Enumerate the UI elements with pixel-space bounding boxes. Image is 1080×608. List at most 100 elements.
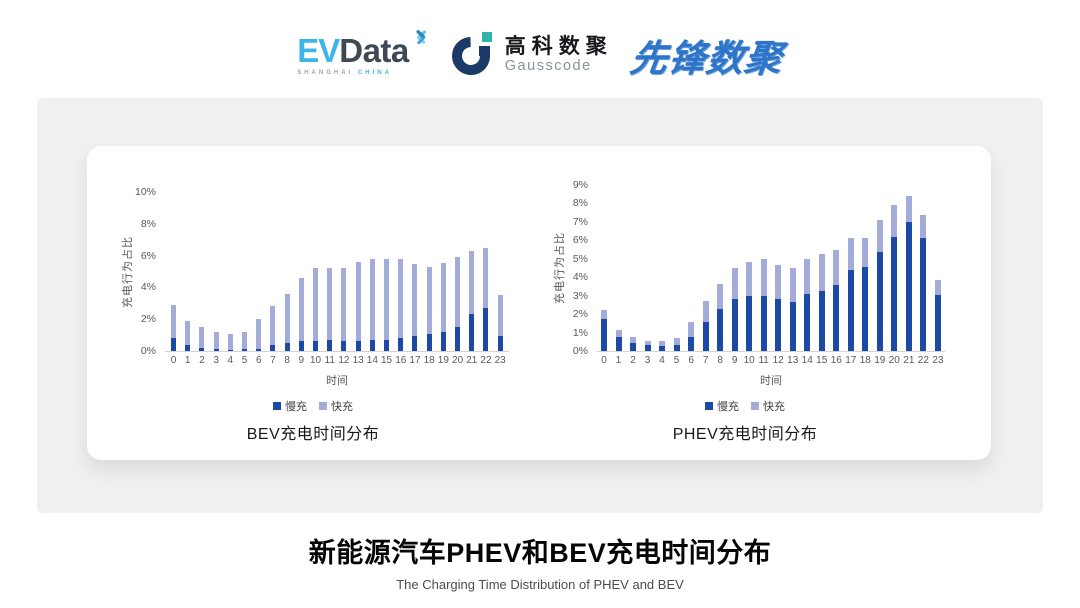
caption: 新能源汽车PHEV和BEV充电时间分布 The Charging Time Di… [0, 531, 1080, 592]
x-tick-label: 11 [758, 355, 769, 366]
bar-segment-慢充 [731, 299, 738, 351]
bar-column [337, 268, 350, 351]
bar-segment-快充 [369, 258, 375, 340]
bar-column [917, 215, 929, 351]
stacked-bar [398, 258, 404, 351]
x-tick-label: 13 [352, 355, 364, 366]
bar-segment-快充 [920, 215, 927, 238]
x-tick-label: 20 [452, 355, 464, 366]
bar-segment-快充 [644, 340, 651, 346]
bar-segment-快充 [876, 220, 883, 253]
stacked-bar [891, 205, 898, 351]
bar-segment-快充 [891, 205, 898, 237]
stacked-bar [341, 268, 347, 351]
plot-area: 充电行为占比 0 1 2 3 4 5 6 7 8 9 10 11 12 13 14 15 16 17 18 19 20 2… [122, 186, 509, 387]
phev-chart: 充电行为占比 0 1 2 3 4 5 6 7 8 9 10 11 12 13 14 15 16 17 18 19 20 2… [539, 146, 991, 460]
stacked-bar [497, 294, 503, 351]
bar-segment-快充 [440, 262, 446, 332]
bar-segment-快充 [847, 237, 854, 270]
x-tick-label: 6 [688, 355, 694, 366]
bar-column [181, 320, 194, 351]
bar-column [903, 196, 915, 351]
bar-segment-慢充 [702, 321, 709, 351]
stacked-bar [746, 262, 753, 351]
x-tick-label: 21 [466, 355, 478, 366]
bar-column [859, 237, 871, 351]
bar-segment-快充 [455, 257, 461, 328]
bar-segment-慢充 [199, 347, 205, 351]
x-tick-label: 6 [255, 355, 262, 366]
bar-segment-慢充 [717, 308, 724, 351]
bar-segment-慢充 [384, 339, 390, 351]
x-axis-title: 时间 [760, 375, 782, 387]
x-tick-label: 8 [717, 355, 723, 366]
legend-item: 快充 [319, 398, 353, 414]
bar-segment-快充 [284, 293, 290, 344]
legend-swatch-icon [751, 402, 759, 410]
chart-title: PHEV充电时间分布 [672, 426, 818, 443]
bar-column [238, 331, 251, 351]
stacked-bar [804, 258, 811, 351]
evdata-data-text: Data [339, 32, 409, 69]
bar-segment-慢充 [483, 308, 489, 351]
y-tick-label: 9% [572, 179, 588, 191]
bar-column [816, 254, 828, 351]
x-tick-label: 22 [917, 355, 929, 366]
bar-segment-快充 [213, 331, 219, 350]
bar-column [714, 283, 726, 351]
bar-segment-快充 [469, 250, 475, 314]
stacked-bar [775, 265, 782, 351]
stacked-bar [284, 293, 290, 351]
stacked-bar [185, 320, 191, 351]
evdata-shanghai-text: SHANGHAI [297, 70, 354, 76]
stacked-bar [298, 277, 304, 351]
bar-segment-慢充 [847, 269, 854, 351]
bar-column [323, 268, 336, 351]
bar-segment-慢充 [760, 295, 767, 351]
bar-segment-慢充 [644, 345, 651, 351]
legend-item: 慢充 [273, 398, 307, 414]
y-tick-label: 6% [572, 234, 588, 247]
bars [165, 192, 509, 351]
x-tick-label: 19 [437, 355, 449, 366]
bar-segment-快充 [804, 258, 811, 294]
x-tick-label: 17 [409, 355, 421, 366]
x-tick-label: 16 [395, 355, 407, 366]
stacked-bar [673, 338, 680, 351]
chart-title: BEV充电时间分布 [246, 426, 380, 443]
bar-segment-慢充 [469, 313, 475, 351]
stacked-bar [270, 306, 276, 351]
x-tick-label: 20 [888, 355, 900, 366]
bar-segment-快充 [789, 268, 796, 303]
y-tick-label: 7% [572, 215, 588, 228]
x-tick-label: 1 [615, 355, 622, 366]
bar-segment-慢充 [327, 339, 333, 351]
bar-column [266, 306, 279, 351]
charts-panel: 充电行为占比 0 1 2 3 4 5 6 7 8 9 10 11 12 13 14 15 16 17 18 19 20 2… [37, 98, 1043, 513]
stacked-bar [171, 304, 176, 351]
bar-segment-慢充 [601, 318, 607, 351]
bar-segment-快充 [242, 331, 248, 350]
bar-column [888, 205, 900, 351]
y-tick-label: 1% [572, 326, 588, 339]
gausscode-text: 高科数聚 Gausscode [505, 35, 613, 74]
bar-column [656, 340, 668, 351]
bar-segment-快充 [702, 301, 709, 322]
gausscode-en-text: Gausscode [504, 57, 592, 74]
bar-column [394, 258, 407, 351]
bar-column [758, 258, 770, 351]
x-tick-label: 0 [170, 355, 177, 366]
stacked-bar [717, 283, 724, 351]
stacked-bar [659, 340, 666, 351]
x-axis-ticks: 0 1 2 3 4 5 6 7 8 9 10 11 12 13 14 15 16 17 18 19 20 21 22 23 [597, 355, 945, 366]
stacked-bar [412, 264, 418, 351]
bar-column [729, 268, 741, 351]
y-tick-label: 8% [572, 197, 588, 210]
stacked-bar [731, 268, 738, 351]
x-tick-label: 9 [731, 355, 738, 366]
y-tick-label: 5% [572, 252, 588, 265]
bar-segment-慢充 [398, 338, 404, 351]
bar-segment-慢充 [905, 221, 912, 351]
bar-column [801, 258, 813, 351]
bar-segment-快充 [270, 306, 276, 346]
